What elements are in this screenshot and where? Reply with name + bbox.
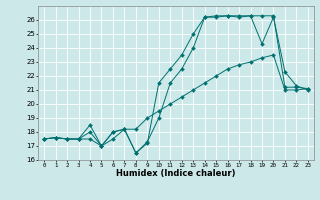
X-axis label: Humidex (Indice chaleur): Humidex (Indice chaleur) [116, 169, 236, 178]
